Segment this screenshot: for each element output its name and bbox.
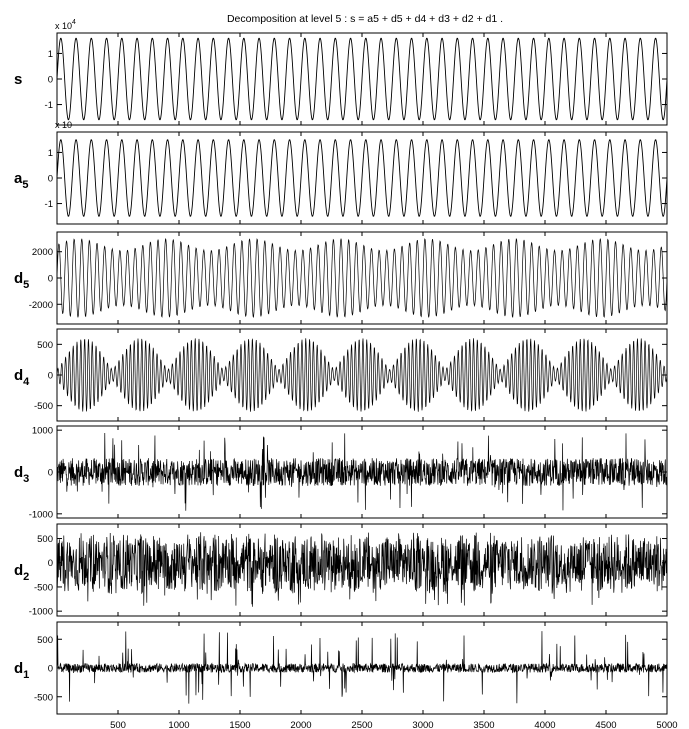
series-line-d1 [57,631,667,704]
x-tick-label: 1000 [168,720,189,729]
y-tick-label-d2: -1000 [29,607,53,618]
series-line-d4 [57,338,667,412]
exponent-label-s: x 104 [55,19,76,31]
chart-title: Decomposition at level 5 : s = a5 + d5 +… [227,13,503,25]
y-tick-label-a5: -1 [45,199,53,210]
x-tick-label: 500 [110,720,126,729]
y-tick-label-d5: -2000 [29,300,53,311]
y-tick-label-d3: -1000 [29,509,53,520]
x-tick-label: 3000 [412,720,433,729]
y-tick-label-d4: 500 [37,340,53,351]
panel-a5: 1 0 -1 x 10 a5 [14,120,668,225]
series-label-d5: d5 [14,270,29,291]
y-tick-label-d2: 0 [48,558,53,569]
y-tick-label-d5: 0 [48,274,53,285]
x-tick-label: 1500 [229,720,250,729]
panel-s: 1 0 -1 x 104 s [14,19,668,126]
panel-d4: 500 0 -500 d4 [14,328,668,422]
series-label-d4: d4 [14,367,30,388]
series-line-d2 [57,532,667,607]
series-label-d1: d1 [14,660,29,681]
y-tick-label-d1: 0 [48,664,53,675]
exponent-label-a5: x 10 [55,120,72,130]
panel-d2: 500 0 -500 -1000 d2 [14,523,668,618]
x-tick-label: 3500 [473,720,494,729]
y-tick-label-d2: -500 [34,582,53,593]
exponent-power-s: 4 [72,19,76,26]
panel-d1: 500 0 -500 d1 [14,621,668,715]
series-label-d3: d3 [14,464,29,485]
series-label-d2: d2 [14,562,29,583]
series-label-sub-d2: 2 [23,571,29,583]
series-label-sub-d5: 5 [23,279,29,291]
x-axis: 500 1000 1500 2000 2500 3000 3500 4000 4500 5000 [110,720,678,729]
x-tick-label: 2500 [351,720,372,729]
series-line-d3 [57,432,667,511]
y-tick-label-d3: 0 [48,468,53,479]
y-tick-label-a5: 0 [48,174,53,185]
y-tick-label-d1: 500 [37,635,53,646]
y-tick-label-d3: 1000 [32,426,53,437]
series-label-sub-a5: 5 [22,179,28,191]
series-label-s: s [14,71,22,88]
y-tick-label-d4: -500 [34,401,53,412]
y-tick-label-d5: 2000 [32,247,53,258]
x-tick-label: 5000 [656,720,677,729]
y-tick-label-d4: 0 [48,371,53,382]
series-label-a5: a5 [14,170,28,191]
x-tick-label: 4000 [534,720,555,729]
series-label-sub-d1: 1 [23,669,29,681]
y-tick-label-d1: -500 [34,692,53,703]
y-tick-label-d2: 500 [37,534,53,545]
y-tick-label-s: 1 [48,49,53,60]
series-label-sub-d3: 3 [23,473,29,485]
series-line-s [57,37,667,121]
y-tick-label-a5: 1 [48,148,53,159]
series-label-sub-d4: 4 [23,376,30,388]
y-tick-label-s: 0 [48,75,53,86]
series-line-d5 [57,237,667,319]
panel-d3: 1000 0 -1000 d3 [14,425,668,520]
x-tick-label: 2000 [290,720,311,729]
series-line-a5 [57,139,667,217]
x-tick-label: 4500 [595,720,616,729]
y-tick-label-s: -1 [45,100,53,111]
